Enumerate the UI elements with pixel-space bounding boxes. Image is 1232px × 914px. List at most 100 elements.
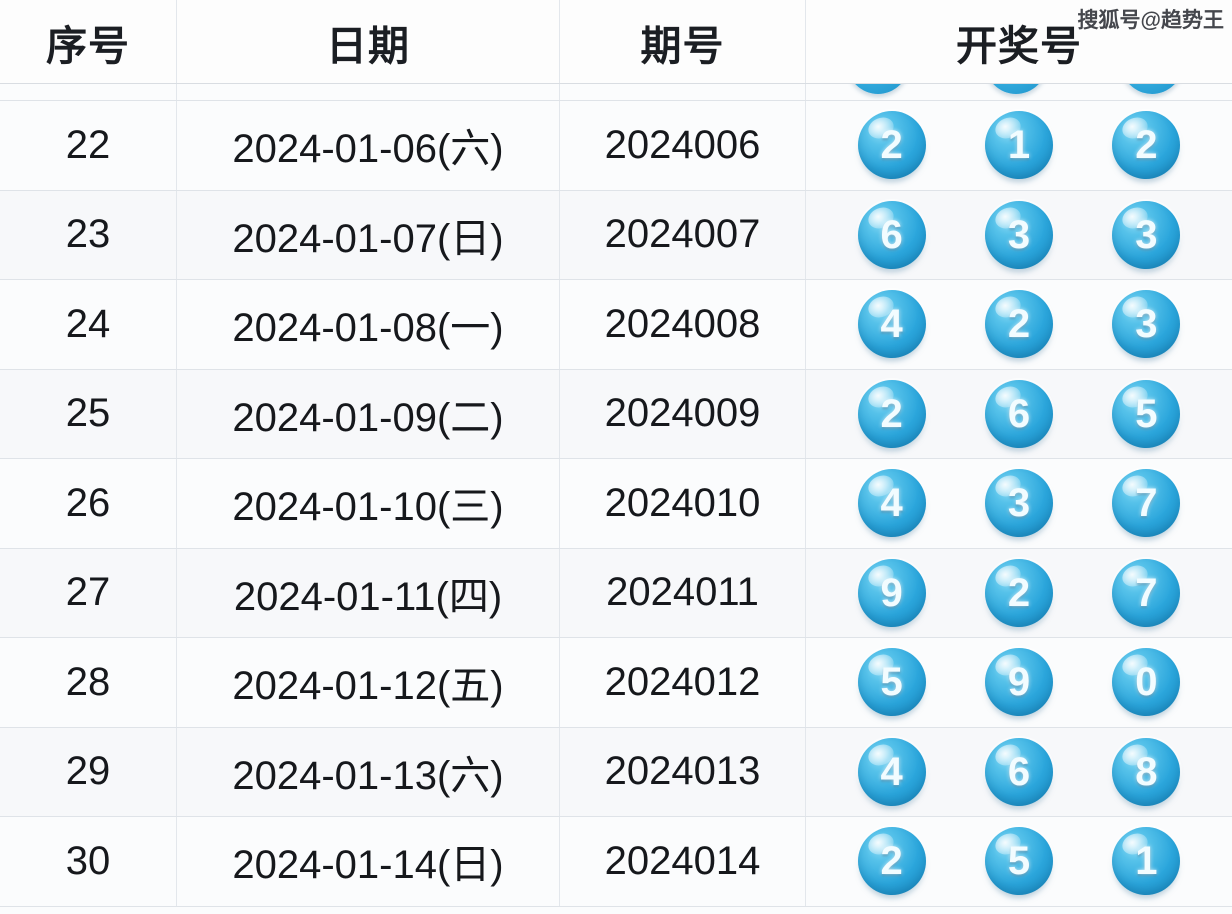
cell-draw-numbers: 2 1 2 — [806, 101, 1232, 190]
lottery-ball: 6 — [984, 737, 1053, 806]
cell-draw-numbers: 4 2 3 — [806, 280, 1232, 369]
column-header-issue: 期号 — [560, 0, 806, 83]
cell-sequence-number: 30 — [0, 817, 177, 906]
column-header-date-label: 日期 — [326, 22, 410, 69]
lottery-ball: 9 — [857, 558, 926, 627]
lottery-ball: 9 — [984, 648, 1053, 717]
lottery-ball-number: 4 — [880, 302, 903, 347]
lottery-ball-number: 2 — [1007, 570, 1031, 615]
lottery-ball: 2 — [857, 827, 926, 896]
cell-issue-number: 2024006 — [560, 101, 806, 190]
cell-sequence-number: 29 — [0, 727, 177, 816]
cell-draw-numbers: 5 9 0 — [806, 638, 1232, 727]
lottery-ball: 3 — [984, 200, 1053, 269]
lottery-ball: 3 — [1112, 200, 1181, 269]
lottery-ball-number: 0 — [1135, 660, 1158, 705]
cell-draw-numbers: 4 6 8 — [806, 728, 1232, 817]
lottery-ball: 4 — [857, 290, 926, 359]
cell-draw-date: 2024-01-08(一) — [177, 280, 560, 369]
cell-issue-number: 2024012 — [560, 638, 806, 727]
lottery-ball-number: 4 — [880, 481, 903, 526]
cell-sequence-number: 28 — [0, 638, 177, 727]
lottery-ball-number: 2 — [880, 391, 903, 436]
lottery-ball: 1 — [984, 111, 1053, 180]
cell-draw-date: 2024-01-06(六) — [177, 101, 560, 190]
lottery-ball-number: 3 — [1135, 302, 1158, 347]
cell-draw-numbers: 9 2 7 — [806, 549, 1232, 638]
cell-sequence-number: 26 — [0, 459, 177, 548]
lottery-ball: 5 — [857, 648, 926, 717]
lottery-ball: 6 — [984, 379, 1053, 448]
lottery-ball-number: 5 — [1007, 839, 1031, 884]
clipped-ball-icon — [1121, 84, 1183, 94]
column-header-date: 日期 — [177, 0, 560, 83]
lottery-ball-number: 1 — [1135, 839, 1158, 884]
lottery-ball-number: 2 — [1135, 123, 1158, 168]
cell-sequence-number: 27 — [0, 548, 177, 637]
cell-issue-number: 2024007 — [560, 190, 806, 279]
cell-draw-date: 2024-01-10(三) — [177, 459, 560, 548]
cell-draw-numbers: 2 6 5 — [806, 370, 1232, 459]
lottery-ball: 2 — [857, 379, 926, 448]
cell-issue-number: 2024013 — [560, 727, 806, 816]
table-body: 22 2024-01-06(六) 2024006 2 1 2 23 2024-01-07(日)… — [0, 101, 1232, 907]
lottery-ball-number: 1 — [1007, 123, 1031, 168]
column-header-issue-label: 期号 — [640, 22, 725, 69]
lottery-ball-number: 3 — [1007, 481, 1031, 526]
table-row: 29 2024-01-13(六) 2024013 4 6 8 — [0, 727, 1232, 817]
lottery-ball: 8 — [1112, 737, 1181, 806]
clipped-cell-balls — [806, 84, 1232, 100]
lottery-ball-number: 3 — [1135, 212, 1158, 257]
cell-draw-date: 2024-01-12(五) — [177, 638, 560, 727]
cell-draw-date: 2024-01-14(日) — [177, 817, 560, 906]
clipped-cell-date — [177, 84, 560, 100]
cell-issue-number: 2024014 — [560, 817, 806, 906]
lottery-ball: 3 — [1112, 290, 1181, 359]
lottery-ball: 2 — [1112, 111, 1181, 180]
cell-sequence-number: 22 — [0, 101, 177, 190]
table-row: 22 2024-01-06(六) 2024006 2 1 2 — [0, 101, 1232, 191]
table-row: 30 2024-01-14(日) 2024014 2 5 1 — [0, 817, 1232, 907]
lottery-ball-number: 9 — [1007, 660, 1031, 705]
table-row: 28 2024-01-12(五) 2024012 5 9 0 — [0, 638, 1232, 728]
column-header-seq: 序号 — [0, 0, 177, 83]
cell-draw-numbers: 6 3 3 — [806, 191, 1232, 280]
cell-issue-number: 2024010 — [560, 459, 806, 548]
lottery-ball: 2 — [857, 111, 926, 180]
lottery-ball-number: 6 — [1007, 391, 1031, 436]
lottery-ball-number: 7 — [1135, 570, 1158, 615]
lottery-ball-number: 5 — [1135, 391, 1158, 436]
lottery-ball-number: 2 — [880, 123, 903, 168]
clipped-previous-row — [0, 84, 1232, 101]
table-row: 27 2024-01-11(四) 2024011 9 2 7 — [0, 548, 1232, 638]
lottery-ball: 3 — [984, 469, 1053, 538]
lottery-ball-number: 6 — [1007, 749, 1031, 794]
cell-draw-date: 2024-01-09(二) — [177, 369, 560, 458]
cell-draw-numbers: 2 5 1 — [806, 817, 1232, 906]
lottery-ball-number: 2 — [880, 839, 903, 884]
column-header-draw-numbers-label: 开奖号 — [956, 22, 1082, 69]
lottery-ball-number: 6 — [880, 212, 903, 257]
lottery-ball: 7 — [1112, 558, 1181, 627]
cell-sequence-number: 24 — [0, 280, 177, 369]
lottery-ball-number: 5 — [880, 660, 903, 705]
table-row: 23 2024-01-07(日) 2024007 6 3 3 — [0, 190, 1232, 280]
lottery-ball-number: 3 — [1007, 212, 1031, 257]
clipped-cell-seq — [0, 84, 177, 100]
lottery-ball: 2 — [984, 558, 1053, 627]
cell-draw-date: 2024-01-07(日) — [177, 190, 560, 279]
lottery-ball: 0 — [1112, 648, 1181, 717]
column-header-draw-numbers: 开奖号 — [806, 0, 1232, 83]
table-header-row: 序号 日期 期号 开奖号 搜狐号@趋势王 — [0, 0, 1232, 84]
cell-issue-number: 2024011 — [560, 548, 806, 637]
cell-sequence-number: 23 — [0, 190, 177, 279]
clipped-cell-issue — [560, 84, 806, 100]
lottery-ball-number: 2 — [1007, 302, 1031, 347]
clipped-ball-icon — [847, 84, 909, 94]
lottery-ball-number: 8 — [1135, 749, 1158, 794]
lottery-ball: 2 — [984, 290, 1053, 359]
column-header-seq-label: 序号 — [46, 22, 130, 69]
lottery-ball-number: 4 — [880, 749, 903, 794]
lottery-ball-number: 7 — [1135, 481, 1158, 526]
